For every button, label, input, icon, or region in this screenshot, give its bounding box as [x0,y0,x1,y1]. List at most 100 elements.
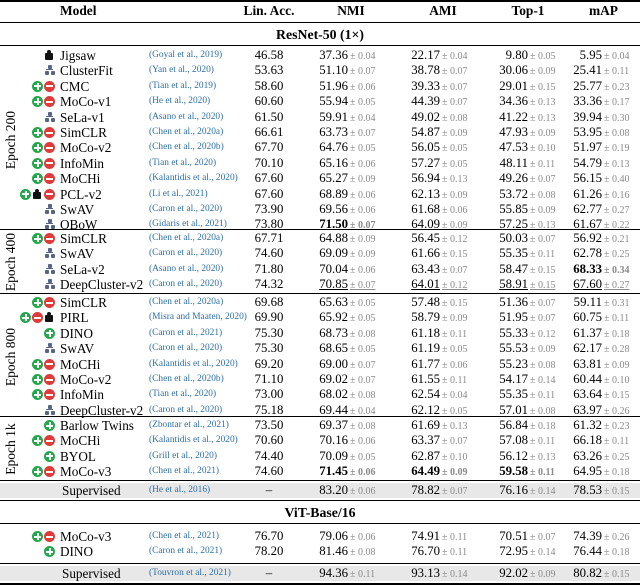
puzzle-icon [44,50,55,61]
method-type-icons [32,80,56,93]
citation: (Asano et al., 2020) [149,263,224,274]
ami-value: 93.13 [411,566,440,580]
model-name: MoCHi [60,171,101,187]
metric-map: 61.67 ± 0.22 [568,217,640,233]
map-std: ± 0.15 [604,486,630,497]
ami-std: ± 0.12 [442,234,468,245]
epoch-label-text: Epoch 1k [3,423,18,475]
citation: (Grill et al., 2020) [149,450,217,461]
top1-std: ± 0.11 [530,158,556,170]
top1-value: 58.91 [499,277,528,292]
ami-value: 22.17 [411,48,440,62]
map-std: ± 0.08 [604,128,630,139]
ami-value: 76.70 [411,544,440,559]
top1-std: ± 0.13 [530,451,556,463]
metric-top1: 55.53 ± 0.09 [492,341,570,357]
nmi-value: 51.96 [319,78,348,93]
ami-value: 58.79 [411,310,440,325]
ami-std: ± 0.05 [442,344,468,356]
lin-acc-value: 67.60 [254,186,284,201]
model-name: MoCo-v2 [60,372,112,387]
model-name: Supervised [62,566,121,581]
metric-top1: 53.72 ± 0.08 [492,187,570,203]
map-value: 66.18 [573,433,602,448]
top1-std: ± 0.07 [530,234,556,245]
ami-value: 78.82 [411,483,440,497]
top1-value: 57.08 [499,433,528,448]
lin-acc-value: 69.20 [254,356,284,371]
table-row: BYOL (Grill et al., 2020) 74.40 70.09 ± 0.05… [0,449,640,464]
model-name: SwAV [60,246,95,262]
header-model: Model [60,3,97,18]
nmi-std: ± 0.08 [350,328,376,340]
metric-ami: 93.13 ± 0.14 [400,566,488,582]
top1-std: ± 0.07 [530,298,556,309]
metric-nmi: 64.76 ± 0.05 [308,140,396,156]
table-row: SimCLR (Chen et al., 2020a) 67.71 64.88 ± 0.… [0,231,640,246]
metric-top1: 55.85 ± 0.09 [492,202,570,218]
top1-value: 30.06 [499,63,528,78]
metric-ami: 62.13 ± 0.09 [400,187,488,203]
nmi-std: ± 0.08 [350,421,376,432]
table-row: DINO (Caron et al., 2021) 75.30 68.73 ± 0.08… [0,326,640,341]
positive-pair-icon [32,389,43,401]
metric-map: 54.79 ± 0.13 [568,156,640,172]
metric-top1: 48.11 ± 0.11 [492,156,570,172]
metric-map: 74.39 ± 0.26 [568,529,640,545]
metric-nmi: 65.63 ± 0.05 [308,295,396,311]
ami-value: 61.19 [411,341,440,356]
lin-acc-value: 75.30 [254,325,284,340]
table-row: SeLa-v2 (Asano et al., 2020) 71.80 70.04 ± 0… [0,262,640,277]
metric-nmi: 81.46 ± 0.08 [308,544,396,560]
top1-std: ± 0.11 [530,467,555,479]
model-name: CMC [60,78,90,94]
header-map: mAP [588,3,618,18]
negative-pair-icon [44,466,55,478]
metric-map: 63.26 ± 0.25 [568,449,640,465]
metric-ami: 49.02 ± 0.08 [400,110,488,126]
epoch-group-label: Epoch 1k [0,418,22,480]
ami-std: ± 0.07 [442,66,468,78]
method-type-icons [32,157,56,170]
top1-std: ± 0.09 [530,344,556,356]
top1-value: 55.35 [499,246,528,261]
lin-acc-value: 74.32 [254,277,284,292]
map-std: ± 0.31 [604,298,630,309]
metric-ami: 63.43 ± 0.07 [400,262,488,278]
method-type-icons [32,358,56,371]
metric-top1: 76.16 ± 0.14 [492,483,570,499]
model-name: InfoMin [60,155,104,171]
citation: (Caron et al., 2021) [149,546,223,557]
negative-pair-icon [44,389,55,401]
top1-value: 92.02 [499,566,528,580]
ami-std: ± 0.10 [442,451,468,463]
model-name: DINO [60,544,93,560]
metric-ami: 62.87 ± 0.10 [400,449,488,465]
ami-value: 39.33 [411,78,440,93]
lin-acc-value: 75.30 [254,341,284,356]
table-row: PCL-v2 (Li et al., 2021) 67.60 68.89 ± 0.06 6… [0,187,640,202]
ami-std: ± 0.06 [442,359,468,371]
map-value: 67.60 [573,277,602,292]
negative-pair-icon [44,142,55,154]
cluster-icon [44,279,55,290]
metric-nmi: 83.20 ± 0.06 [308,483,396,499]
map-value: 56.92 [573,231,602,245]
nmi-std: ± 0.06 [350,81,376,93]
top1-std: ± 0.14 [530,375,556,386]
negative-pair-icon [44,233,55,244]
metric-top1: 56.84 ± 0.18 [492,418,570,434]
top1-value: 54.17 [499,372,528,386]
nmi-std: ± 0.05 [350,143,376,155]
method-type-icons [32,374,56,386]
ami-value: 61.68 [411,202,440,216]
positive-pair-icon [20,188,31,200]
citation: (Chen et al., 2021) [149,466,220,477]
method-type-icons [44,219,56,231]
map-std: ± 0.27 [604,205,630,216]
map-value: 25.77 [573,78,602,93]
citation: (Gidaris et al., 2021) [149,219,227,230]
lin-acc-value: – [265,566,273,580]
table-row: MoCHi (Kalantidis et al., 2020) 67.60 65.27… [0,171,640,186]
metric-ami: 64.49 ± 0.09 [400,464,488,480]
